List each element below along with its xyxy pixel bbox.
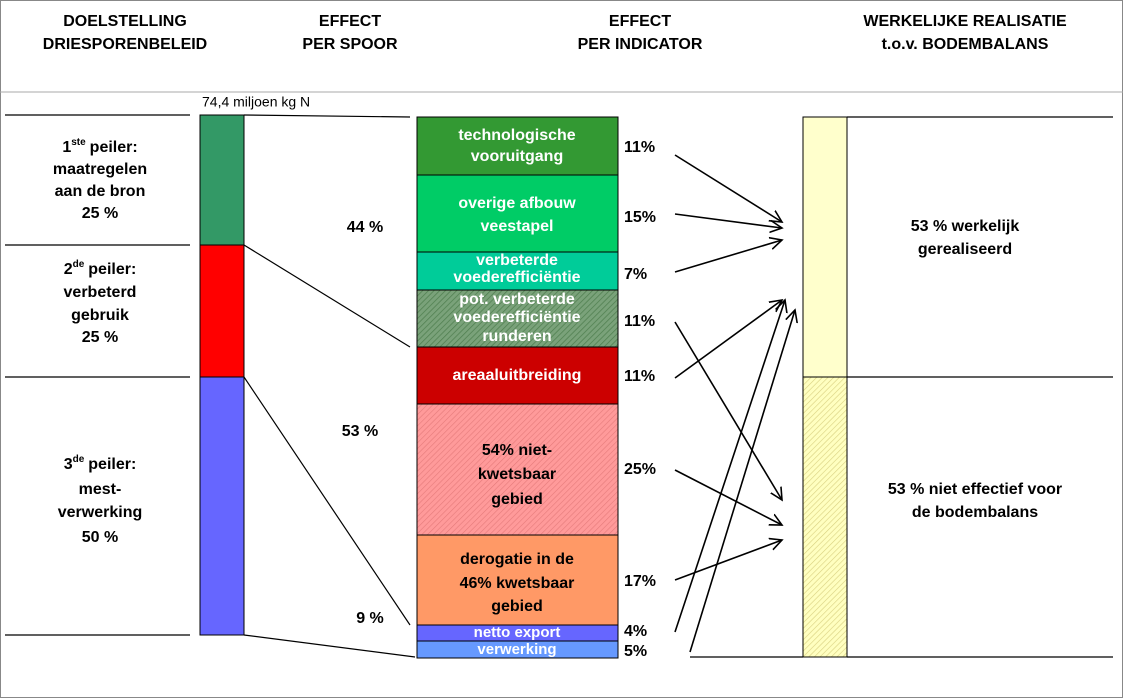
indicator-label: 54% niet- xyxy=(482,442,552,459)
arrow xyxy=(674,154,782,222)
track-bar-segment xyxy=(199,376,245,636)
connector-line xyxy=(243,244,411,348)
pillar-head: peiler: xyxy=(90,139,138,156)
indicator-block xyxy=(416,251,619,291)
pillar-text: aan de bron xyxy=(55,183,146,200)
indicator-label: gebied xyxy=(491,598,543,615)
indicator-label: 46% kwetsbaar xyxy=(460,575,575,592)
indicator-share: 25% xyxy=(624,461,656,478)
connector-line xyxy=(243,376,411,626)
pillar-heading: 2de peiler: xyxy=(64,259,137,279)
pillar-number: 3 xyxy=(64,456,73,473)
indicator-label: overige afbouw xyxy=(458,195,576,212)
header-text: DRIESPORENBELEID xyxy=(43,36,207,53)
indicator-share: 17% xyxy=(624,573,656,590)
indicator-block xyxy=(416,289,619,348)
connector-line xyxy=(243,114,411,118)
pillar-text: gebruik xyxy=(71,307,129,324)
indicator-label: pot. verbeterde xyxy=(459,291,575,308)
realisation-text: 53 % niet effectief voor xyxy=(888,481,1062,498)
indicator-label: vooruitgang xyxy=(471,148,563,165)
realised-bar xyxy=(802,116,848,378)
indicator-share: 15% xyxy=(624,209,656,226)
pillar-text: verbeterd xyxy=(64,284,137,301)
not-effective-bar xyxy=(802,376,848,658)
pillar-text: 50 % xyxy=(82,529,118,546)
indicator-share: 7% xyxy=(624,266,647,283)
realisation-text: 53 % werkelijk xyxy=(911,218,1020,235)
indicator-label: runderen xyxy=(482,328,551,345)
pillar-text: mest- xyxy=(79,481,122,498)
indicator-share: 11% xyxy=(624,368,655,385)
header-text: PER SPOOR xyxy=(302,36,398,53)
arrow xyxy=(674,213,782,228)
indicator-label: kwetsbaar xyxy=(478,466,556,483)
indicator-block xyxy=(416,174,619,253)
pillar-text: maatregelen xyxy=(53,161,147,178)
arrow xyxy=(689,310,795,653)
header-text: WERKELIJKE REALISATIE xyxy=(863,13,1067,30)
pillar-number: 1 xyxy=(62,139,71,156)
indicator-label: voederefficiëntie xyxy=(453,309,580,326)
realisation-text: gerealiseerd xyxy=(918,241,1012,258)
track-effect: 53 % xyxy=(342,423,378,440)
pillar-superscript: de xyxy=(73,454,85,465)
header-text: PER INDICATOR xyxy=(578,36,703,53)
arrow xyxy=(674,300,785,633)
total-label: 74,4 miljoen kg N xyxy=(202,94,310,110)
indicator-label: technologische xyxy=(458,127,575,144)
indicator-share: 11% xyxy=(624,139,655,156)
pillar-superscript: ste xyxy=(71,137,86,148)
pillar-head: peiler: xyxy=(88,456,136,473)
arrow xyxy=(674,300,782,379)
indicator-share: 4% xyxy=(624,623,647,640)
realisation-text: de bodembalans xyxy=(912,504,1038,521)
indicator-block xyxy=(416,116,619,176)
indicator-share: 11% xyxy=(624,313,655,330)
track-bar-segment xyxy=(199,244,245,378)
arrow xyxy=(674,240,782,273)
pillar-head: peiler: xyxy=(88,261,136,278)
pillar-number: 2 xyxy=(64,261,73,278)
header-text: t.o.v. BODEMBALANS xyxy=(882,36,1049,53)
indicator-label: voederefficiëntie xyxy=(453,269,580,286)
pillar-text: 25 % xyxy=(82,329,118,346)
pillar-heading: 1ste peiler: xyxy=(62,137,137,157)
header-text: EFFECT xyxy=(609,13,671,30)
arrow xyxy=(674,469,782,525)
track-effect: 9 % xyxy=(356,610,384,627)
indicator-label: verwerking xyxy=(477,641,556,658)
indicator-block xyxy=(416,640,619,659)
indicator-label: verbeterde xyxy=(476,252,558,269)
indicator-label: areaaluitbreiding xyxy=(453,367,582,384)
pillar-superscript: de xyxy=(73,259,85,270)
pillar-text: 25 % xyxy=(82,205,118,222)
arrow xyxy=(674,321,782,500)
header-text: DOELSTELLING xyxy=(63,13,187,30)
indicator-label: derogatie in de xyxy=(460,551,574,568)
indicator-block xyxy=(416,403,619,536)
header-text: EFFECT xyxy=(319,13,381,30)
pillar-heading: 3de peiler: xyxy=(64,454,137,474)
indicator-share: 5% xyxy=(624,643,647,660)
indicator-block xyxy=(416,346,619,405)
pillar-text: verwerking xyxy=(58,504,142,521)
indicator-label: veestapel xyxy=(481,218,554,235)
indicator-block xyxy=(416,534,619,626)
indicator-label: gebied xyxy=(491,491,543,508)
indicator-label: netto export xyxy=(474,624,561,641)
arrow xyxy=(674,540,782,581)
track-effect: 44 % xyxy=(347,219,383,236)
connector-line xyxy=(243,634,416,658)
track-bar-segment xyxy=(199,114,245,246)
